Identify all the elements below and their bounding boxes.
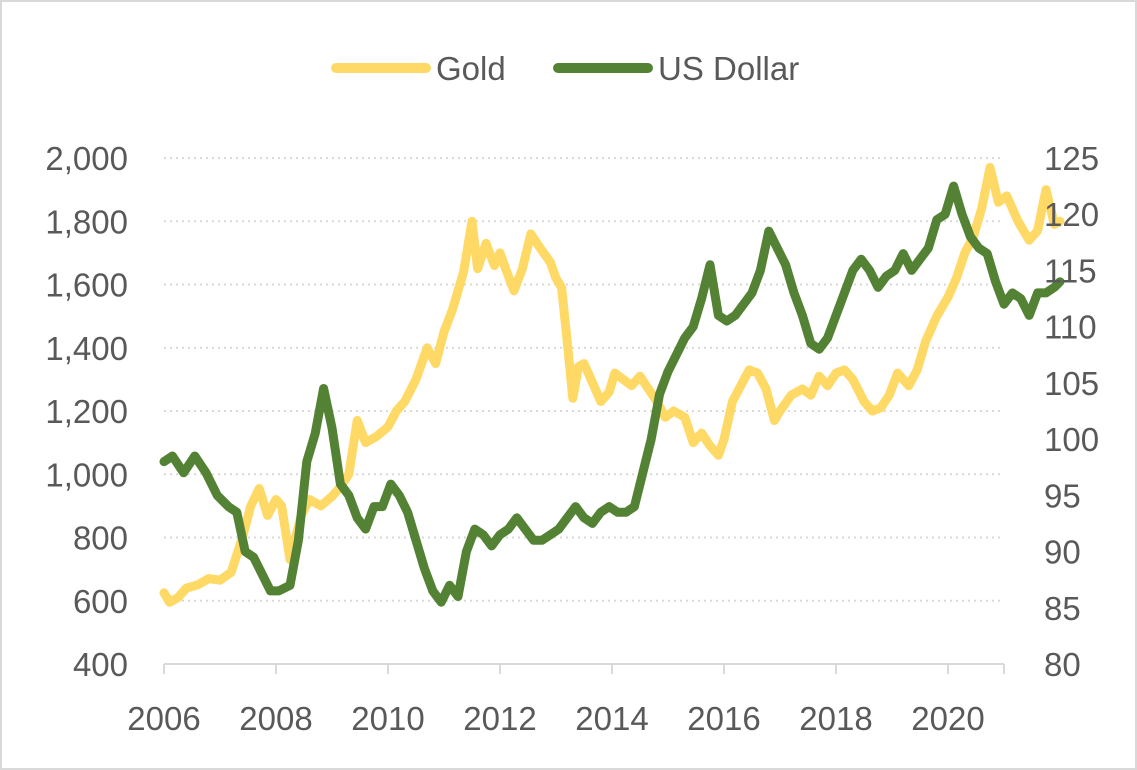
- x-tick-label: 2018: [799, 700, 872, 737]
- legend-label-us-dollar: US Dollar: [658, 50, 799, 87]
- y-right-tick-label: 125: [1044, 140, 1099, 177]
- axes: 400 600 800 1,000 1,200 1,400 1,600 1,800 2,000 8…: [45, 140, 1099, 737]
- x-tick-label: 2006: [127, 700, 200, 737]
- x-tick-label: 2008: [239, 700, 312, 737]
- y-right-tick-label: 115: [1044, 252, 1097, 289]
- legend-label-gold: Gold: [436, 50, 506, 87]
- y-left-tick-label: 800: [73, 520, 128, 557]
- series-lines: [159, 163, 1065, 607]
- y-left-tick-label: 600: [73, 583, 128, 620]
- y-left-tick-label: 1,000: [45, 456, 128, 493]
- y-left-tick-label: 400: [73, 646, 128, 683]
- y-right-tick-label: 120: [1044, 196, 1099, 233]
- series-line-gold: [159, 163, 1065, 607]
- y-left-tick-label: 2,000: [45, 140, 128, 177]
- y-right-tick-label: 95: [1044, 477, 1081, 514]
- x-tick-label: 2012: [463, 700, 536, 737]
- series-line-us-dollar: [159, 181, 1065, 607]
- y-left-tick-label: 1,800: [45, 203, 128, 240]
- y-right-tick-label: 90: [1044, 534, 1081, 571]
- x-tick-label: 2016: [687, 700, 760, 737]
- y-right-tick-label: 105: [1044, 365, 1099, 402]
- legend: Gold US Dollar: [331, 50, 799, 87]
- y-right-tick-label: 100: [1044, 421, 1099, 458]
- y-right-tick-label: 110: [1044, 309, 1097, 346]
- x-tick-label: 2010: [351, 700, 424, 737]
- y-left-tick-label: 1,600: [45, 267, 128, 304]
- y-left-tick-label: 1,200: [45, 393, 128, 430]
- y-right-tick-label: 80: [1044, 646, 1081, 683]
- y-left-tick-label: 1,400: [45, 330, 128, 367]
- y-right-tick-label: 85: [1044, 590, 1081, 627]
- x-tick-label: 2020: [911, 700, 984, 737]
- x-tick-label: 2014: [575, 700, 648, 737]
- gridlines: [164, 157, 1004, 602]
